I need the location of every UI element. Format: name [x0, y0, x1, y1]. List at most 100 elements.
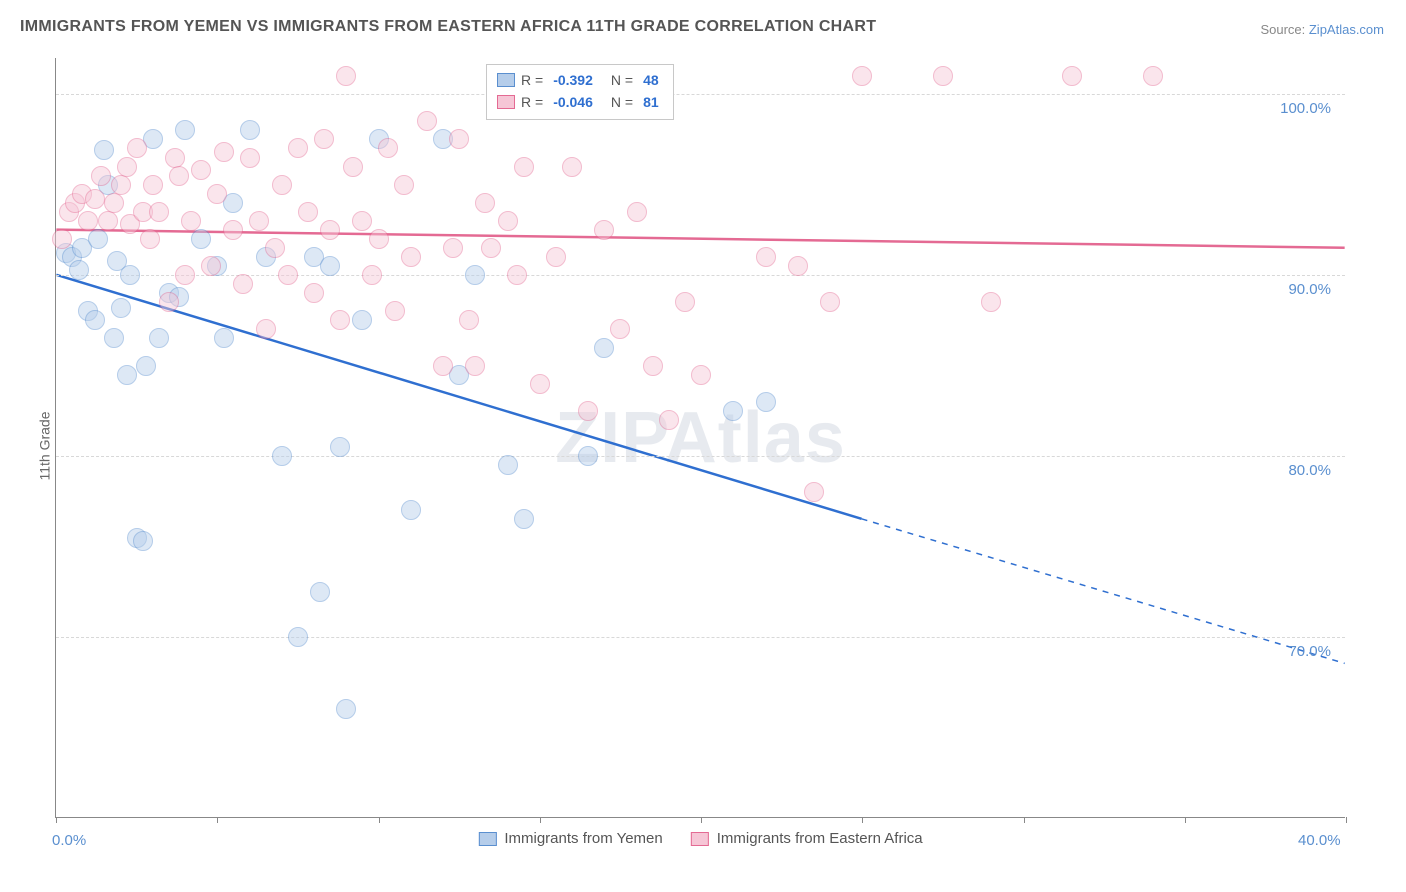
- scatter-point: [417, 111, 437, 131]
- scatter-point: [610, 319, 630, 339]
- scatter-point: [191, 229, 211, 249]
- scatter-point: [343, 157, 363, 177]
- scatter-point: [117, 365, 137, 385]
- scatter-point: [594, 338, 614, 358]
- scatter-point: [272, 175, 292, 195]
- y-tick-label: 70.0%: [1288, 643, 1331, 660]
- scatter-point: [933, 66, 953, 86]
- scatter-point: [401, 500, 421, 520]
- y-tick-label: 90.0%: [1288, 281, 1331, 298]
- regression-line: [56, 275, 861, 519]
- scatter-point: [233, 274, 253, 294]
- x-tick: [540, 817, 541, 823]
- scatter-point: [627, 202, 647, 222]
- series-legend-label: Immigrants from Yemen: [504, 830, 662, 847]
- scatter-point: [788, 256, 808, 276]
- scatter-point: [475, 193, 495, 213]
- scatter-point: [498, 455, 518, 475]
- plot-area: ZIPAtlas 70.0%80.0%90.0%100.0%0.0%40.0%R…: [55, 58, 1345, 818]
- series-legend-item: Immigrants from Yemen: [478, 830, 662, 847]
- scatter-point: [85, 189, 105, 209]
- scatter-point: [330, 437, 350, 457]
- x-tick: [1024, 817, 1025, 823]
- scatter-point: [214, 142, 234, 162]
- scatter-point: [165, 148, 185, 168]
- scatter-point: [530, 374, 550, 394]
- scatter-point: [756, 392, 776, 412]
- scatter-point: [127, 138, 147, 158]
- scatter-point: [465, 356, 485, 376]
- scatter-point: [378, 138, 398, 158]
- correlation-legend: R =-0.392N =48R = -0.046 N = 81: [486, 64, 674, 120]
- scatter-point: [88, 229, 108, 249]
- scatter-point: [175, 265, 195, 285]
- gridline-horizontal: [56, 637, 1345, 638]
- scatter-point: [288, 627, 308, 647]
- scatter-point: [265, 238, 285, 258]
- scatter-point: [249, 211, 269, 231]
- scatter-point: [117, 157, 137, 177]
- scatter-point: [675, 292, 695, 312]
- source-attribution: Source: ZipAtlas.com: [1260, 22, 1384, 37]
- x-tick: [217, 817, 218, 823]
- scatter-point: [136, 356, 156, 376]
- x-tick: [379, 817, 380, 823]
- legend-row: R =-0.392N =48: [497, 69, 663, 91]
- scatter-point: [691, 365, 711, 385]
- scatter-point: [149, 202, 169, 222]
- source-link[interactable]: ZipAtlas.com: [1309, 22, 1384, 37]
- legend-n-label: N =: [611, 91, 633, 113]
- scatter-point: [207, 184, 227, 204]
- scatter-point: [546, 247, 566, 267]
- scatter-point: [298, 202, 318, 222]
- legend-n-value: 48: [639, 69, 663, 91]
- scatter-point: [336, 66, 356, 86]
- scatter-point: [465, 265, 485, 285]
- scatter-point: [578, 401, 598, 421]
- scatter-point: [756, 247, 776, 267]
- gridline-horizontal: [56, 456, 1345, 457]
- watermark: ZIPAtlas: [555, 397, 846, 479]
- source-prefix: Source:: [1260, 22, 1308, 37]
- scatter-point: [69, 260, 89, 280]
- scatter-point: [459, 310, 479, 330]
- scatter-point: [256, 319, 276, 339]
- scatter-point: [659, 410, 679, 430]
- scatter-point: [852, 66, 872, 86]
- scatter-point: [310, 582, 330, 602]
- legend-r-value: -0.046: [549, 91, 597, 113]
- x-tick: [1185, 817, 1186, 823]
- scatter-point: [481, 238, 501, 258]
- x-tick: [1346, 817, 1347, 823]
- legend-swatch-icon: [691, 832, 709, 846]
- scatter-point: [111, 298, 131, 318]
- series-legend-item: Immigrants from Eastern Africa: [691, 830, 923, 847]
- x-tick: [862, 817, 863, 823]
- x-tick: [701, 817, 702, 823]
- scatter-point: [320, 256, 340, 276]
- scatter-point: [1143, 66, 1163, 86]
- gridline-horizontal: [56, 94, 1345, 95]
- scatter-point: [169, 166, 189, 186]
- scatter-point: [507, 265, 527, 285]
- scatter-point: [723, 401, 743, 421]
- legend-row: R =-0.046N =81: [497, 91, 663, 113]
- scatter-point: [514, 509, 534, 529]
- scatter-point: [104, 193, 124, 213]
- scatter-point: [288, 138, 308, 158]
- scatter-point: [314, 129, 334, 149]
- scatter-point: [91, 166, 111, 186]
- y-axis-label: 11th Grade: [37, 411, 53, 480]
- x-tick-label: 40.0%: [1298, 832, 1341, 849]
- scatter-point: [98, 211, 118, 231]
- scatter-point: [594, 220, 614, 240]
- scatter-point: [643, 356, 663, 376]
- legend-swatch-icon: [478, 832, 496, 846]
- x-tick-label: 0.0%: [52, 832, 86, 849]
- scatter-point: [352, 211, 372, 231]
- legend-n-value: 81: [639, 91, 663, 113]
- scatter-point: [111, 175, 131, 195]
- scatter-point: [449, 129, 469, 149]
- legend-r-label: R =: [521, 69, 543, 91]
- y-tick-label: 80.0%: [1288, 462, 1331, 479]
